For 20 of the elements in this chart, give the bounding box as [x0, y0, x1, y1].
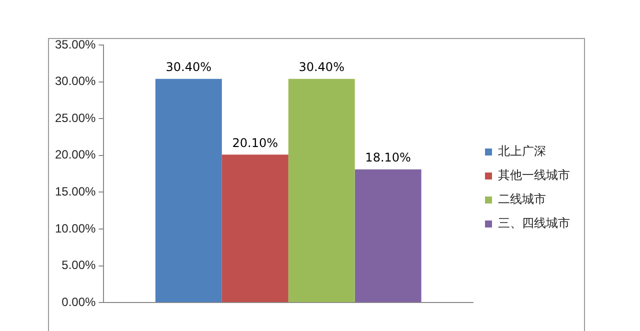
- y-tick-label: 15.00%: [54, 184, 96, 199]
- data-label: 20.10%: [232, 136, 278, 150]
- legend-label: 二线城市: [498, 192, 546, 206]
- y-tick-label: 25.00%: [54, 110, 96, 125]
- y-tick-label: 35.00%: [54, 37, 96, 52]
- bar: [354, 169, 422, 302]
- y-tick-label: 0.00%: [62, 294, 96, 309]
- y-tick-label: 5.00%: [62, 258, 96, 272]
- y-tick-label: 30.00%: [54, 74, 96, 88]
- data-label: 30.40%: [298, 60, 344, 74]
- data-label: 18.10%: [365, 150, 411, 165]
- bar: [155, 78, 222, 302]
- legend-label: 北上广深: [498, 144, 546, 158]
- y-tick-label: 10.00%: [54, 221, 96, 236]
- legend-label: 其他一线城市: [498, 168, 570, 182]
- data-label: 30.40%: [166, 60, 212, 74]
- legend-label: 三、四线城市: [498, 216, 570, 230]
- bar: [222, 154, 288, 302]
- y-tick-label: 20.00%: [54, 148, 96, 162]
- bar: [288, 78, 355, 302]
